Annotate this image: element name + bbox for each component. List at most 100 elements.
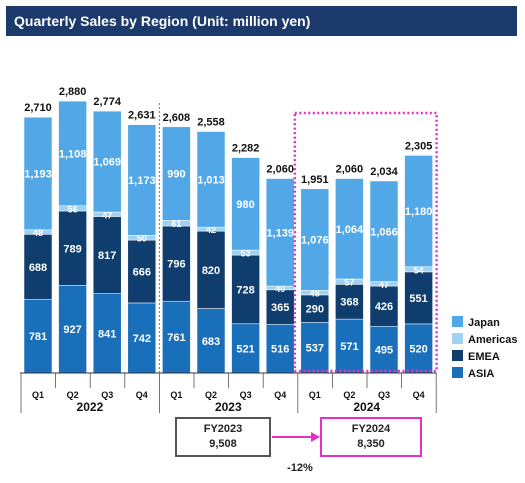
total-label: 2,710: [24, 102, 52, 114]
total-label: 2,631: [128, 110, 156, 122]
data-label-americas: 54: [414, 265, 424, 275]
data-label-asia: 516: [271, 344, 289, 356]
data-label-japan: 1,013: [197, 174, 225, 186]
legend-swatch: [452, 350, 463, 361]
bar-segment-japan: [162, 126, 191, 221]
data-label-americas: 42: [206, 225, 216, 235]
legend-swatch: [452, 367, 463, 378]
bar-segment-asia: [127, 302, 157, 374]
fy2024-summary-box: FY2024 8,350: [320, 417, 422, 457]
data-label-japan: 1,064: [336, 224, 364, 236]
bar-segment-japan: [196, 131, 226, 228]
data-label-japan: 980: [236, 199, 254, 211]
bar-segment-emea: [58, 210, 87, 286]
tick-label: Q3: [101, 390, 113, 400]
total-label: 2,558: [197, 117, 225, 129]
data-label-japan: 1,173: [128, 175, 156, 187]
bar-segment-emea: [369, 285, 399, 327]
data-label-japan: 1,180: [405, 206, 433, 218]
year-label: 2024: [353, 400, 380, 414]
yoy-change: -12%: [287, 462, 313, 474]
axis-layer: Q1 Q2 Q3 Q4 Q1 Q2 Q3 Q4 Q1 Q2 Q3 Q4 2022 2023 2024: [20, 103, 438, 442]
data-label-emea: 290: [306, 304, 324, 316]
total-label: 2,060: [266, 164, 294, 176]
data-label-americas: 61: [171, 219, 181, 229]
bar-segment-emea: [127, 239, 157, 304]
bar-segment-japan: [404, 155, 433, 268]
bar-segment-emea: [23, 234, 53, 300]
data-label-asia: 761: [167, 332, 185, 344]
data-label-japan: 1,069: [93, 157, 121, 169]
fy2024-label: FY2024: [351, 423, 391, 435]
tick-label: Q1: [170, 390, 182, 400]
data-label-asia: 742: [133, 333, 151, 345]
data-label-americas: 48: [33, 228, 43, 238]
data-label-emea: 368: [340, 297, 358, 309]
legend: Japan Americas EMEA ASIA: [452, 316, 518, 380]
data-label-japan: 1,108: [59, 148, 87, 160]
bar-segment-emea: [335, 284, 364, 320]
data-label-asia: 537: [306, 343, 324, 355]
tick-label: Q1: [32, 390, 44, 400]
tick-label: Q4: [413, 390, 425, 400]
data-label-japan: 1,139: [266, 227, 294, 239]
total-label: 2,034: [370, 166, 398, 178]
bar-segment-emea: [265, 289, 295, 325]
data-label-emea: 728: [236, 284, 254, 296]
data-label-asia: 520: [409, 343, 427, 355]
data-label-americas: 53: [241, 249, 251, 259]
tick-label: Q1: [309, 390, 321, 400]
data-label-asia: 521: [236, 343, 254, 355]
fy2024-value: 8,350: [357, 438, 385, 450]
bar-segment-asia: [300, 322, 330, 374]
bar-segment-asia: [265, 324, 295, 374]
bar-segment-japan: [23, 116, 53, 231]
bar-segment-emea: [231, 254, 260, 325]
bar-segment-emea: [92, 216, 122, 294]
data-label-asia: 571: [340, 341, 358, 353]
tick-label: Q2: [343, 390, 355, 400]
data-label-emea: 365: [271, 302, 289, 314]
tick-label: Q4: [274, 390, 286, 400]
total-label: 2,282: [232, 143, 260, 155]
data-label-americas: 40: [275, 284, 285, 294]
tick-label: Q3: [378, 390, 390, 400]
tick-label: Q2: [205, 390, 217, 400]
data-label-emea: 551: [409, 293, 427, 305]
data-label-emea: 666: [133, 267, 151, 279]
year-label: 2023: [215, 400, 242, 414]
data-label-japan: 990: [167, 169, 185, 181]
bar-segment-asia: [404, 323, 433, 374]
bar-segment-asia: [231, 323, 260, 374]
chart-title: Quarterly Sales by Region (Unit: million…: [6, 6, 517, 36]
data-label-asia: 841: [98, 328, 116, 340]
legend-swatch: [452, 316, 463, 327]
fy2024-highlight-box: [293, 111, 438, 373]
data-label-americas: 48: [310, 289, 320, 299]
total-label: 1,951: [301, 174, 329, 186]
legend-label: Japan: [468, 317, 500, 329]
tick-label: Q2: [67, 390, 79, 400]
fy2023-summary-box: FY2023 9,508: [175, 417, 271, 457]
data-label-asia: 683: [202, 336, 220, 348]
data-label-americas: 56: [68, 204, 78, 214]
bars-layer: 781 688 48 1,193 2,710 927 789 56 1,108 2,880 841 8…: [23, 86, 433, 374]
comparison-arrow-head: [311, 432, 320, 442]
bar-segment-japan: [127, 124, 157, 236]
data-label-americas: 50: [137, 234, 147, 244]
fy2023-label: FY2023: [203, 423, 243, 435]
bar-segment-asia: [23, 299, 53, 374]
data-label-americas: 47: [379, 280, 389, 290]
data-label-emea: 426: [375, 301, 393, 313]
year-label: 2022: [77, 400, 104, 414]
bar-segment-japan: [231, 157, 260, 251]
data-label-asia: 927: [63, 324, 81, 336]
bar-segment-japan: [300, 188, 330, 291]
data-label-japan: 1,193: [24, 168, 52, 180]
data-label-asia: 781: [29, 331, 47, 343]
total-label: 2,305: [405, 140, 433, 152]
legend-label: Americas: [468, 334, 518, 346]
data-label-emea: 789: [63, 243, 81, 255]
data-label-emea: 820: [202, 265, 220, 277]
